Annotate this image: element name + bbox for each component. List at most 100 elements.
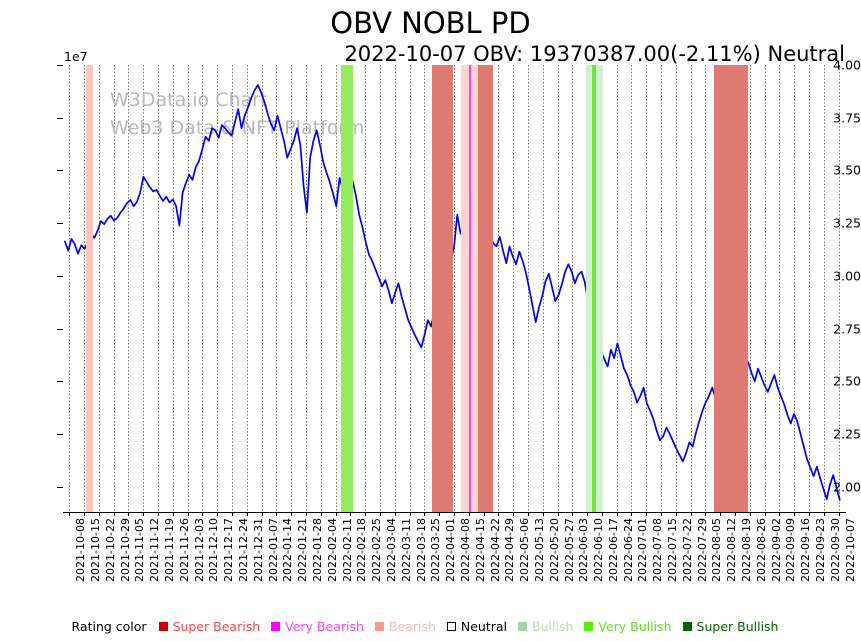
x-tick-mark <box>705 512 706 516</box>
x-tick-label: 2022-03-04 <box>385 518 398 582</box>
x-tick-mark <box>291 512 292 516</box>
rating-band-super-bearish <box>478 65 493 512</box>
rating-band-very-bullish <box>592 65 596 512</box>
x-tick-label: 2022-02-04 <box>326 518 339 582</box>
x-tick-label: 2022-04-15 <box>474 518 487 582</box>
legend-entry-very-bullish[interactable]: Very Bullish <box>584 618 672 634</box>
legend-entry-bearish[interactable]: Bearish <box>374 619 436 634</box>
x-tick-mark <box>691 512 692 516</box>
y-tick-mark <box>57 434 63 435</box>
x-tick-label: 2022-09-16 <box>799 518 812 582</box>
gridline <box>291 65 292 512</box>
x-tick-label: 2021-10-29 <box>119 518 132 582</box>
x-tick-label: 2021-12-17 <box>222 518 235 582</box>
gridline <box>839 65 840 512</box>
x-tick-mark <box>484 512 485 516</box>
x-tick-mark <box>676 512 677 516</box>
gridline <box>173 65 174 512</box>
x-tick-label: 2022-08-05 <box>710 518 723 582</box>
x-tick-mark <box>306 512 307 516</box>
x-tick-mark <box>617 512 618 516</box>
x-tick-mark <box>128 512 129 516</box>
x-tick-label: 2022-01-21 <box>296 518 309 582</box>
y-tick-mark <box>57 487 63 488</box>
x-tick-label: 2021-10-08 <box>74 518 87 582</box>
gridline <box>498 65 499 512</box>
x-tick-mark <box>336 512 337 516</box>
x-tick-mark <box>321 512 322 516</box>
legend-entry-very-bearish[interactable]: Very Bearish <box>271 619 364 634</box>
gridline <box>454 65 455 512</box>
legend-swatch-icon <box>158 621 168 631</box>
y-tick-label: 2.00 <box>833 479 861 495</box>
x-tick-mark <box>794 512 795 516</box>
x-tick-mark <box>424 512 425 516</box>
x-tick-label: 2021-11-12 <box>148 518 161 582</box>
legend-swatch-icon <box>682 621 692 631</box>
x-tick-mark <box>602 512 603 516</box>
x-tick-label: 2022-03-25 <box>429 518 442 582</box>
gridline <box>158 65 159 512</box>
gridline <box>424 65 425 512</box>
legend-entry-bullish[interactable]: Bullish <box>518 619 573 634</box>
x-tick-label: 2022-04-08 <box>459 518 472 582</box>
rating-color-legend: Rating color Super Bearish Very Bearish Be… <box>0 616 861 636</box>
x-tick-label: 2022-03-11 <box>400 518 413 582</box>
x-tick-label: 2022-08-19 <box>740 518 753 582</box>
x-tick-mark <box>410 512 411 516</box>
x-tick-label: 2022-07-29 <box>696 518 709 582</box>
x-tick-label: 2022-03-18 <box>415 518 428 582</box>
x-tick-mark <box>188 512 189 516</box>
x-tick-label: 2022-08-26 <box>755 518 768 582</box>
legend-entry-super-bullish[interactable]: Super Bullish <box>682 619 778 634</box>
gridline <box>336 65 337 512</box>
legend-entry-neutral[interactable]: Neutral <box>446 619 507 634</box>
legend-label: Very Bullish <box>598 618 672 634</box>
legend-entry-super-bearish[interactable]: Super Bearish <box>158 619 260 634</box>
x-tick-mark <box>839 512 840 516</box>
y-tick-mark <box>57 65 63 66</box>
rating-band-super-bearish <box>714 65 748 512</box>
x-tick-label: 2022-05-13 <box>533 518 546 582</box>
gridline <box>691 65 692 512</box>
gridline <box>779 65 780 512</box>
x-tick-label: 2022-02-25 <box>370 518 383 582</box>
x-tick-label: 2022-04-22 <box>489 518 502 582</box>
gridline <box>676 65 677 512</box>
x-tick-label: 2022-07-08 <box>651 518 664 582</box>
gridline <box>661 65 662 512</box>
gridline <box>321 65 322 512</box>
x-tick-label: 2022-07-15 <box>666 518 679 582</box>
x-tick-mark <box>143 512 144 516</box>
gridline <box>513 65 514 512</box>
x-tick-mark <box>469 512 470 516</box>
x-tick-mark <box>395 512 396 516</box>
gridline <box>247 65 248 512</box>
x-tick-label: 2021-11-19 <box>163 518 176 582</box>
gridline <box>380 65 381 512</box>
x-tick-mark <box>498 512 499 516</box>
x-tick-label: 2021-11-26 <box>178 518 191 582</box>
x-tick-mark <box>735 512 736 516</box>
x-tick-mark <box>232 512 233 516</box>
x-tick-mark <box>247 512 248 516</box>
gridline <box>128 65 129 512</box>
x-tick-mark <box>276 512 277 516</box>
x-tick-label: 2022-06-24 <box>622 518 635 582</box>
gridline <box>99 65 100 512</box>
x-tick-label: 2021-11-05 <box>133 518 146 582</box>
rating-band-bearish <box>86 65 93 512</box>
x-tick-mark <box>439 512 440 516</box>
x-tick-mark <box>765 512 766 516</box>
x-tick-label: 2022-10-07 <box>844 518 857 582</box>
gridline <box>217 65 218 512</box>
gridline <box>365 65 366 512</box>
gridline <box>794 65 795 512</box>
x-tick-label: 2022-06-17 <box>607 518 620 582</box>
x-tick-mark <box>114 512 115 516</box>
x-tick-mark <box>779 512 780 516</box>
gridline <box>410 65 411 512</box>
x-tick-mark <box>661 512 662 516</box>
x-tick-label: 2022-05-20 <box>548 518 561 582</box>
